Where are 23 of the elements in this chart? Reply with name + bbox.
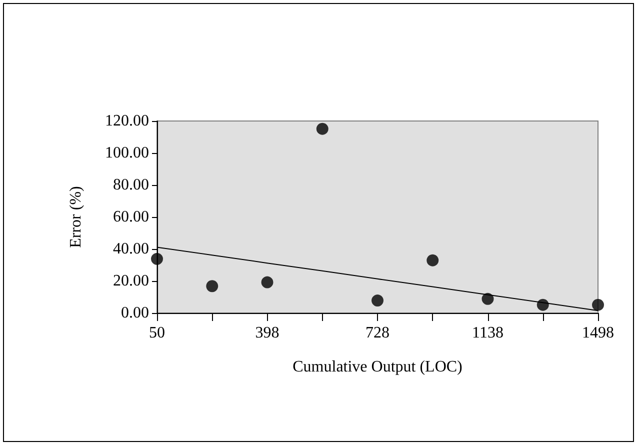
point xyxy=(151,252,163,265)
x-tick-label: 50 xyxy=(149,324,165,342)
x-axis-title: Cumulative Output (LOC) xyxy=(292,358,462,376)
y-tick-label: 60.00 xyxy=(113,208,149,226)
point xyxy=(426,254,439,266)
point xyxy=(482,292,494,305)
x-tick-label: 1138 xyxy=(472,324,504,342)
x-tick-label: 1498 xyxy=(582,324,614,342)
y-tick-label: 100.00 xyxy=(105,144,149,162)
y-tick-label: 40.00 xyxy=(113,240,149,258)
y-tick-label: 0.00 xyxy=(121,304,149,322)
point xyxy=(316,122,328,135)
y-tick-label: 80.00 xyxy=(113,176,149,194)
point xyxy=(592,298,604,311)
point xyxy=(372,294,384,307)
point xyxy=(206,280,218,292)
y-tick-label: 120.00 xyxy=(105,112,149,130)
x-tick-label: 398 xyxy=(255,324,280,342)
point xyxy=(536,298,549,311)
y-tick-label: 20.00 xyxy=(113,272,149,290)
x-tick-label: 728 xyxy=(366,324,390,342)
point xyxy=(261,276,274,288)
y-axis-title: Error (%) xyxy=(68,186,84,248)
